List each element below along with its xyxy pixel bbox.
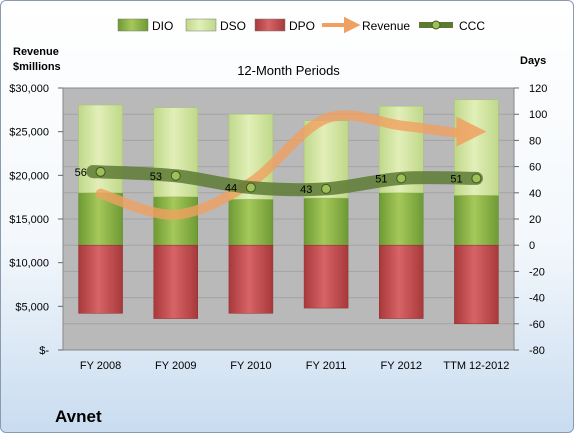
bar-dso [78,104,123,194]
right-tick-label: 0 [529,240,535,252]
ccc-point [471,173,482,184]
bar-dio [303,197,349,246]
ccc-data-label: 51 [450,173,462,185]
series-revenue-arrowhead [456,116,487,147]
legend-swatch-dio [117,18,149,32]
bar-dio [153,196,198,246]
ccc-point [245,182,256,193]
legend-swatch-dpo [254,18,286,32]
bar-dpo [228,244,274,314]
category-label-fy-2012: FY 2012 [381,360,422,372]
right-tick-label: 40 [529,188,541,200]
category-label-ttm-12-2012: TTM 12-2012 [443,360,509,372]
legend-item-dso: DSO [185,18,246,33]
left-tick-label: $5,000 [15,301,49,313]
left-tick-label: $30,000 [9,83,49,95]
legend-marker-ccc [431,20,441,30]
plot-area: $- $5,000 $10,000 $15,000 $20,000 $25,000 $30,… [9,83,547,372]
legend-label: DIO [152,19,173,33]
category-label-fy-2008: FY 2008 [80,360,121,372]
ccc-point [321,183,332,194]
right-tick-label: -60 [529,319,545,331]
bar-dio [454,195,499,246]
company-name: Avnet [55,407,102,426]
legend-item-dio: DIO [117,18,173,33]
category-label-fy-2010: FY 2010 [230,360,271,372]
left-axis-label-line1: Revenue [13,46,59,58]
ccc-point [95,166,106,177]
legend-item-ccc: CCC [419,19,485,33]
right-tick-label: -20 [529,266,545,278]
legend-label: DSO [220,19,246,33]
left-axis-label-line2: $millions [13,61,61,73]
bar-dio [379,192,424,246]
ccc-point [396,173,407,184]
category-label-fy-2011: FY 2011 [306,360,347,372]
chart-title: 12-Month Periods [237,63,340,78]
ccc-data-label: 44 [225,183,237,195]
left-tick-label: $10,000 [9,258,49,270]
bar-dpo [78,244,123,314]
right-axis-label: Days [520,55,546,67]
left-tick-label: $25,000 [9,127,49,139]
ccc-data-label: 56 [75,167,87,179]
right-tick-label: 120 [529,83,547,95]
right-tick-label: -40 [529,293,545,305]
right-tick-label: 80 [529,135,541,147]
bar-dpo [379,244,424,319]
right-tick-label: -80 [529,345,545,357]
legend-swatch-revenue [322,16,361,34]
series-revenue-line [95,110,460,220]
legend-label: DPO [289,19,315,33]
right-tick-label: 20 [529,214,541,226]
category-label-fy-2009: FY 2009 [155,360,196,372]
left-tick-label: $15,000 [9,214,49,226]
left-tick-label: $- [39,345,49,357]
left-tick-label: $20,000 [9,170,49,182]
bar-dpo [153,244,198,319]
bar-dpo [303,244,349,309]
legend-item-dpo: DPO [254,18,315,33]
legend-label: CCC [459,19,485,33]
right-tick-label: 100 [529,109,547,121]
ccc-point [170,170,181,181]
legend-label: Revenue [362,19,410,33]
bar-dpo [454,244,499,325]
ccc-data-label: 53 [150,171,162,183]
right-tick-label: 60 [529,162,541,174]
bar-dio [228,199,274,246]
ccc-data-label: 51 [375,173,387,185]
legend-item-revenue: Revenue [322,16,410,34]
ccc-data-label: 43 [300,184,312,196]
legend-swatch-dso [185,18,217,32]
legend: DIO DSO DPO Revenue CCC [117,16,485,34]
